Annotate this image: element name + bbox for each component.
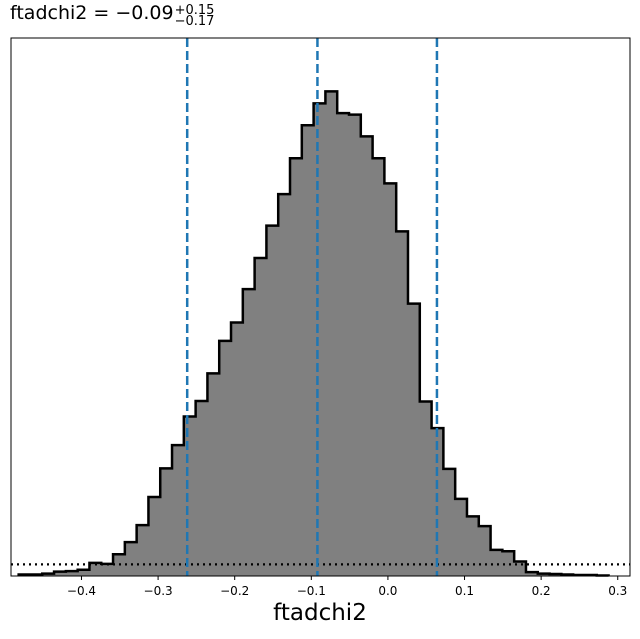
- histogram-bar: [514, 561, 527, 576]
- histogram-bar: [195, 401, 208, 576]
- x-tick-label: 0.3: [608, 584, 627, 598]
- histogram-bar: [231, 322, 244, 576]
- histogram-bar: [372, 158, 385, 577]
- histogram-bar: [396, 231, 409, 576]
- histogram-bar: [348, 114, 362, 577]
- title-plus-error: +0.15: [174, 3, 215, 18]
- histogram-bar: [101, 563, 114, 576]
- histogram-bar: [124, 542, 138, 576]
- title-errors: +0.15 −0.17: [174, 3, 215, 29]
- histogram-bar: [219, 340, 232, 576]
- title-minus-error: −0.17: [174, 14, 215, 29]
- histogram-bar: [54, 571, 67, 576]
- histogram-bar: [301, 125, 315, 577]
- histogram-bar: [136, 525, 149, 576]
- histogram-bar: [419, 401, 432, 576]
- histogram-bar: [290, 158, 303, 577]
- histogram-marks: [11, 38, 630, 577]
- histogram-bar: [242, 289, 256, 576]
- x-tick-label: 0.0: [378, 584, 397, 598]
- histogram-bar: [77, 569, 90, 576]
- histogram-bar: [148, 496, 161, 576]
- histogram-bar: [502, 551, 515, 576]
- histogram-bar: [325, 91, 338, 577]
- x-tick-label: −0.2: [220, 584, 249, 598]
- x-tick-label: 0.1: [455, 584, 474, 598]
- histogram-bar: [384, 183, 397, 577]
- histogram-bar: [313, 103, 326, 576]
- x-axis-ticks: −0.4 −0.3 −0.2 −0.1 0.0 0.1 0.2 0.3: [67, 576, 627, 598]
- x-tick-label: −0.3: [144, 584, 173, 598]
- histogram-bar: [443, 468, 456, 576]
- histogram-bar: [266, 225, 279, 576]
- histogram-bar: [490, 549, 503, 576]
- x-tick-label: −0.1: [297, 584, 326, 598]
- x-axis-label: ftadchi2: [273, 600, 367, 626]
- histogram-bar: [254, 258, 267, 576]
- histogram-bar: [207, 373, 220, 576]
- title-param: ftadchi2: [10, 2, 88, 24]
- histogram-bar: [183, 416, 197, 576]
- histogram-bar: [278, 194, 291, 576]
- histogram-bar: [455, 498, 468, 576]
- histogram-bar: [360, 136, 373, 576]
- plot-frame: [10, 37, 631, 577]
- histogram-bar: [478, 526, 491, 576]
- title-value: = −0.09: [93, 2, 174, 24]
- histogram-bar: [65, 571, 79, 576]
- histogram-bar: [172, 445, 185, 576]
- x-tick-label: −0.4: [67, 584, 96, 598]
- histogram-bar: [466, 516, 480, 576]
- histogram-bar: [160, 468, 173, 576]
- histogram-bar: [89, 562, 102, 576]
- x-tick-label: 0.2: [532, 584, 551, 598]
- histogram-bar: [337, 113, 350, 576]
- histogram-bar: [525, 572, 539, 576]
- histogram-bar: [407, 303, 421, 576]
- histogram-outline: [17, 90, 610, 577]
- histogram-bar: [431, 428, 444, 576]
- chart-title: ftadchi2 = −0.09 +0.15 −0.17: [10, 2, 215, 29]
